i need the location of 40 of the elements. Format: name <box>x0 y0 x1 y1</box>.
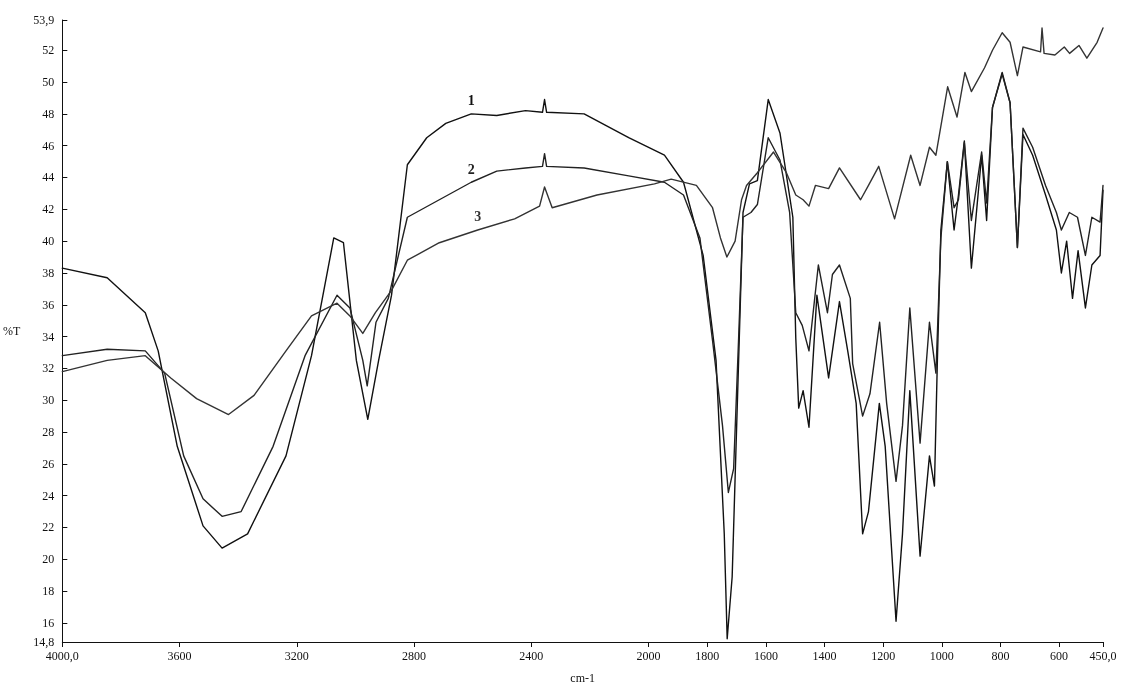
x-tick-label: 600 <box>1050 649 1069 663</box>
y-tick-label: 42 <box>42 202 55 217</box>
y-tick-label: 28 <box>42 425 55 440</box>
x-tick-label: 1600 <box>753 649 778 663</box>
y-tick-label: 16 <box>42 615 55 630</box>
series-label: 2 <box>467 161 475 177</box>
x-tick-label: 450,0 <box>1089 649 1117 663</box>
x-tick-label: 3200 <box>284 649 309 663</box>
series-label: 1 <box>467 93 475 109</box>
y-tick-label: 44 <box>42 170 55 185</box>
x-tick-label: 1200 <box>871 649 896 663</box>
x-tick-label: 2400 <box>519 649 544 663</box>
y-tick-label: 26 <box>42 456 55 471</box>
x-tick-label: 1800 <box>695 649 720 663</box>
y-tick-label: 48 <box>42 106 55 121</box>
x-tick-label: 4000,0 <box>45 649 79 663</box>
y-tick-label: 18 <box>42 584 55 599</box>
x-axis-title: cm-1 <box>570 671 595 685</box>
y-tick-label: 52 <box>42 43 55 58</box>
y-tick-label: 46 <box>42 138 55 153</box>
y-tick-label: 24 <box>42 488 55 503</box>
y-tick-label: 32 <box>42 361 55 376</box>
y-tick-label: 14,8 <box>33 635 55 649</box>
y-tick-label: 34 <box>42 329 55 344</box>
x-tick-label: 2800 <box>402 649 427 663</box>
series-label: 3 <box>474 209 482 225</box>
x-tick-label: 2000 <box>636 649 661 663</box>
y-tick-label: 40 <box>42 234 55 249</box>
x-tick-label: 1400 <box>812 649 837 663</box>
y-tick-label: 30 <box>42 393 55 408</box>
y-tick-label: 53,9 <box>33 13 55 27</box>
y-tick-label: 50 <box>42 75 55 90</box>
y-axis-title: %T <box>3 324 21 338</box>
y-tick-label: 36 <box>42 297 55 312</box>
y-tick-label: 38 <box>42 265 55 280</box>
x-tick-label: 800 <box>991 649 1010 663</box>
y-tick-label: 20 <box>42 552 55 567</box>
y-tick-label: 22 <box>42 520 55 535</box>
x-tick-label: 3600 <box>167 649 192 663</box>
x-tick-label: 1000 <box>929 649 954 663</box>
